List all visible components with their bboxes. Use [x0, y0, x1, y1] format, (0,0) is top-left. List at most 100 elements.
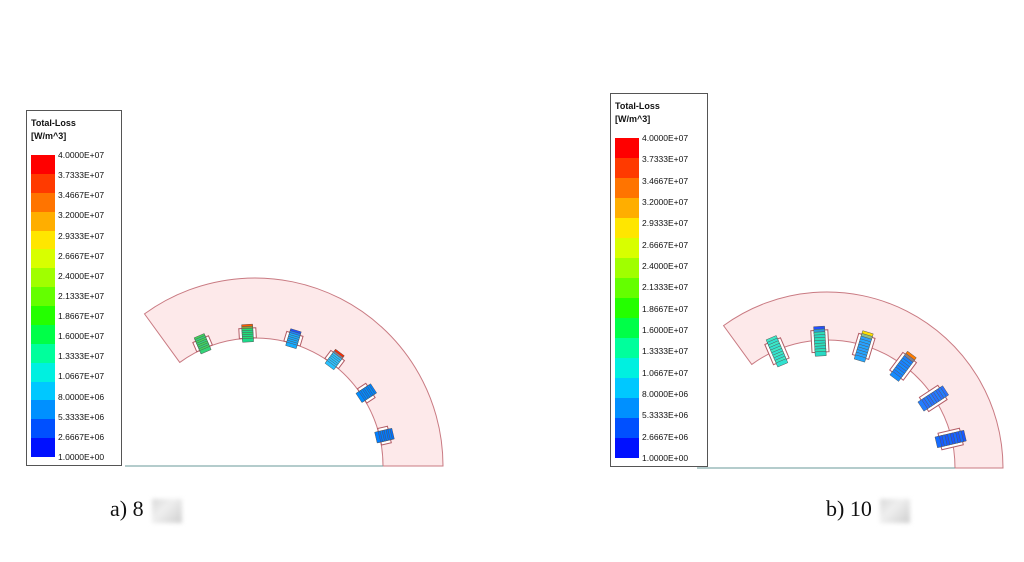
legend-swatch [31, 362, 55, 382]
legend-tick-label: 1.6000E+07 [642, 325, 689, 335]
legend-tick-label: 2.1333E+07 [58, 290, 105, 301]
legend-tick-label: 4.0000E+07 [58, 150, 105, 160]
slot [355, 382, 378, 404]
legend-tick-label: 2.4000E+07 [642, 261, 689, 271]
legend-tick-label: 1.0000E+00 [58, 452, 105, 462]
legend-tick-label: 1.0000E+00 [642, 453, 689, 463]
legend-title-unit-b: [W/m^3] [615, 114, 651, 124]
legend-tick-label: 1.0667E+07 [58, 371, 105, 382]
legend-swatch [31, 419, 55, 439]
legend-swatch [31, 249, 55, 269]
legend-tick-label: 3.4667E+07 [642, 175, 689, 186]
legend-swatch [615, 258, 639, 278]
legend-tick-label: 2.6667E+07 [642, 239, 689, 250]
slot [283, 328, 304, 350]
legend-swatch [615, 158, 639, 178]
conductor [775, 358, 789, 368]
stator-section-a [125, 277, 444, 467]
legend-tick-label: 2.4000E+07 [58, 270, 105, 281]
legend-tick-label: 3.7333E+07 [58, 170, 105, 181]
conductor [285, 341, 298, 350]
legend-colorbar-a [31, 155, 55, 457]
legend-swatch [615, 138, 639, 158]
legend-swatch [31, 268, 55, 288]
legend-tick-label: 2.6667E+06 [642, 431, 689, 442]
legend-swatch [615, 198, 639, 218]
conductor [355, 391, 366, 403]
caption-b: b) 10 [826, 496, 910, 523]
legend-title-b: Total-Loss [W/m^3] [615, 100, 660, 126]
legend-tick-label: 1.8667E+07 [58, 311, 105, 322]
legend-tick-label: 3.7333E+07 [642, 154, 689, 165]
stator-section-b [697, 291, 1004, 469]
legend-swatch [615, 418, 639, 438]
conductor [853, 354, 867, 363]
legend-swatch [31, 211, 55, 231]
conductor [199, 346, 212, 355]
legend-swatch [615, 358, 639, 378]
legend-tick-label: 5.3333E+06 [642, 410, 689, 421]
legend-swatch [615, 438, 639, 458]
legend-tick-label: 3.2000E+07 [58, 210, 105, 221]
slot [238, 323, 257, 343]
slot [888, 350, 918, 382]
legend-a: Total-Loss [W/m^3] 4.0000E+07 3.7333E+07 3… [26, 110, 122, 466]
legend-tick-label: 2.6667E+06 [58, 431, 105, 442]
legend-swatch [31, 192, 55, 212]
slot [810, 325, 830, 357]
legend-swatch [615, 278, 639, 298]
slot [934, 427, 967, 451]
legend-swatch [31, 306, 55, 325]
legend-tick-label: 8.0000E+06 [642, 389, 689, 399]
legend-swatch [615, 318, 639, 338]
legend-swatch [31, 438, 55, 457]
legend-tick-label: 1.3333E+07 [58, 351, 105, 362]
legend-swatch [31, 400, 55, 420]
legend-swatch [615, 298, 639, 318]
conductor [242, 337, 254, 343]
legend-tick-label: 2.1333E+07 [642, 282, 689, 293]
conductor [917, 399, 928, 412]
legend-swatch [31, 287, 55, 306]
slot [374, 425, 395, 446]
legend-tick-label: 2.6667E+07 [58, 250, 105, 261]
legend-tick-label: 2.9333E+07 [642, 218, 689, 229]
legend-tick-label: 3.2000E+07 [642, 197, 689, 207]
conductor [934, 435, 943, 449]
legend-swatch [31, 381, 55, 401]
slot [324, 348, 346, 371]
legend-title-a: Total-Loss [W/m^3] [31, 117, 76, 143]
legend-tick-label: 3.4667E+07 [58, 190, 105, 201]
legend-tick-label: 1.3333E+07 [642, 346, 689, 357]
conductor [374, 431, 381, 444]
caption-b-text: b) 10 [826, 496, 872, 521]
legend-swatch [615, 178, 639, 198]
slot [764, 335, 790, 368]
legend-swatch [31, 324, 55, 344]
slot [192, 333, 214, 355]
legend-tick-label: 1.8667E+07 [642, 303, 689, 314]
stator-core [722, 291, 1004, 469]
legend-tick-label: 5.3333E+06 [58, 411, 105, 422]
legend-title-unit-a: [W/m^3] [31, 131, 67, 141]
legend-b: Total-Loss [W/m^3] 4.0000E+07 3.7333E+07 3… [610, 93, 708, 467]
legend-swatch [615, 218, 639, 238]
legend-tick-label: 1.0667E+07 [642, 367, 689, 378]
conductor [889, 370, 902, 382]
slot [917, 384, 950, 413]
stator-core [143, 277, 444, 467]
legend-swatch [615, 378, 639, 398]
caption-a-text: a) 8 [110, 496, 144, 521]
legend-colorbar-b [615, 138, 639, 458]
legend-tick-label: 2.9333E+07 [58, 230, 105, 241]
caption-a: a) 8 [110, 496, 182, 523]
legend-swatch [615, 338, 639, 358]
legend-swatch [31, 230, 55, 250]
conductor [324, 360, 337, 371]
legend-swatch [615, 238, 639, 258]
blurred-word-b [879, 498, 910, 523]
legend-title-quantity-b: Total-Loss [615, 101, 660, 111]
legend-swatch [31, 155, 55, 174]
conductor [814, 351, 827, 357]
